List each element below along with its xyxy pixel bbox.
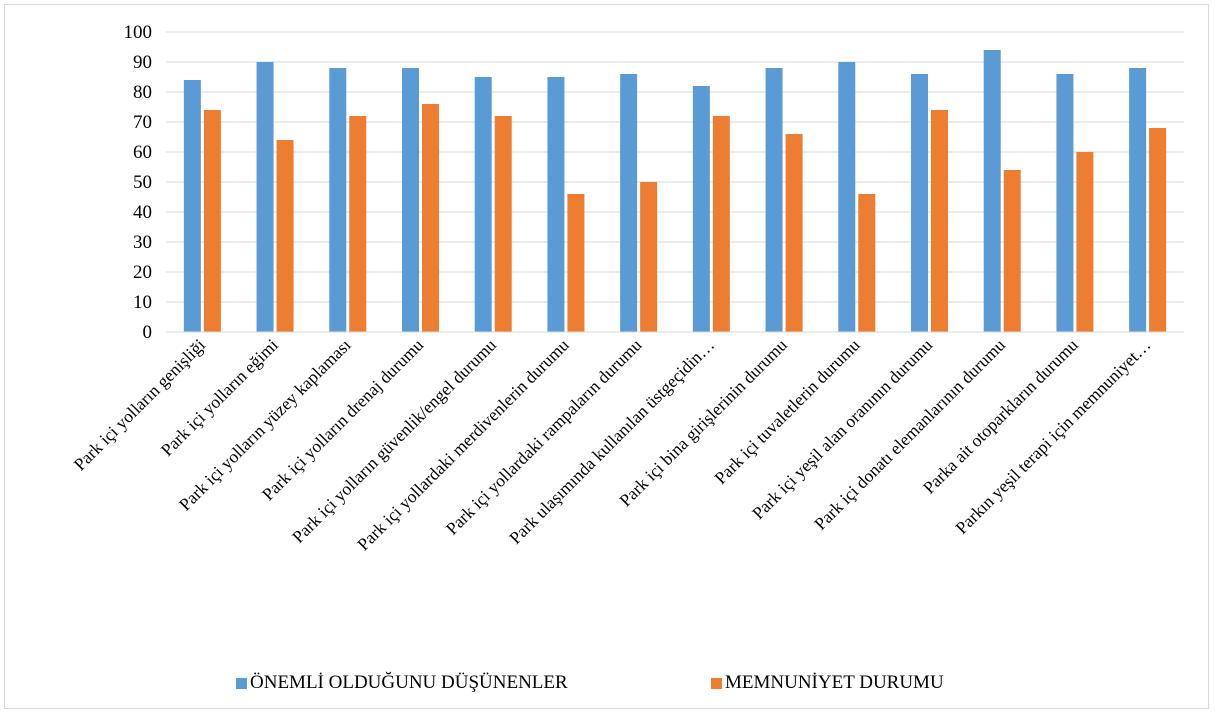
legend-item-onemli: ÖNEMLİ OLDUĞUNU DÜŞÜNENLER — [236, 672, 568, 694]
y-tick-label: 10 — [133, 292, 152, 313]
bar-onemli — [1056, 74, 1074, 332]
bar-onemli — [838, 62, 856, 332]
bar-memnuniyet — [276, 140, 294, 332]
bar-memnuniyet — [494, 116, 512, 332]
legend-swatch-memnuniyet — [711, 677, 722, 689]
bar-memnuniyet — [931, 110, 948, 332]
bar-memnuniyet — [1003, 170, 1021, 332]
bar-onemli — [402, 68, 419, 332]
y-tick-label: 50 — [133, 172, 152, 193]
bar-onemli — [547, 77, 565, 332]
bar-memnuniyet — [203, 110, 221, 332]
bar-memnuniyet — [785, 134, 803, 332]
bar-memnuniyet — [1076, 152, 1094, 332]
bar-memnuniyet — [712, 116, 730, 332]
bar-onemli — [765, 68, 783, 332]
legend: ÖNEMLİ OLDUĞUNU DÜŞÜNENLER MEMNUNİYET DU… — [0, 672, 1215, 696]
y-tick-label: 0 — [143, 322, 153, 343]
bar-onemli — [911, 74, 928, 332]
bar-onemli — [620, 74, 638, 332]
bar-memnuniyet — [640, 182, 658, 332]
bar-onemli — [256, 62, 274, 332]
bar-memnuniyet — [349, 116, 367, 332]
y-tick-label: 20 — [133, 262, 152, 283]
y-tick-label: 70 — [133, 112, 152, 133]
bar-onemli — [1129, 68, 1147, 332]
y-tick-label: 80 — [133, 82, 152, 103]
x-tick-label: Park içi tuvaletlerin durumu — [710, 335, 863, 488]
legend-item-memnuniyet: MEMNUNİYET DURUMU — [711, 672, 944, 694]
y-tick-label: 30 — [133, 232, 152, 253]
y-tick-label: 100 — [124, 22, 153, 43]
legend-swatch-onemli — [236, 677, 247, 689]
legend-label-onemli: ÖNEMLİ OLDUĞUNU DÜŞÜNENLER — [250, 672, 568, 693]
x-tick-label: Park içi yolların genişliği — [70, 335, 210, 475]
bar-onemli — [474, 77, 492, 332]
y-tick-label: 60 — [133, 142, 152, 163]
y-tick-label: 40 — [133, 202, 152, 223]
bar-memnuniyet — [1149, 128, 1167, 332]
bar-onemli — [983, 50, 1001, 332]
bar-onemli — [183, 80, 201, 332]
bar-memnuniyet — [567, 194, 585, 332]
bar-onemli — [692, 86, 710, 332]
x-tick-label: Parka ait otoparkların durumu — [919, 335, 1082, 498]
bar-onemli — [329, 68, 347, 332]
legend-label-memnuniyet: MEMNUNİYET DURUMU — [725, 672, 944, 693]
y-tick-label: 90 — [133, 52, 152, 73]
bar-memnuniyet — [422, 104, 439, 332]
bar-memnuniyet — [858, 194, 876, 332]
